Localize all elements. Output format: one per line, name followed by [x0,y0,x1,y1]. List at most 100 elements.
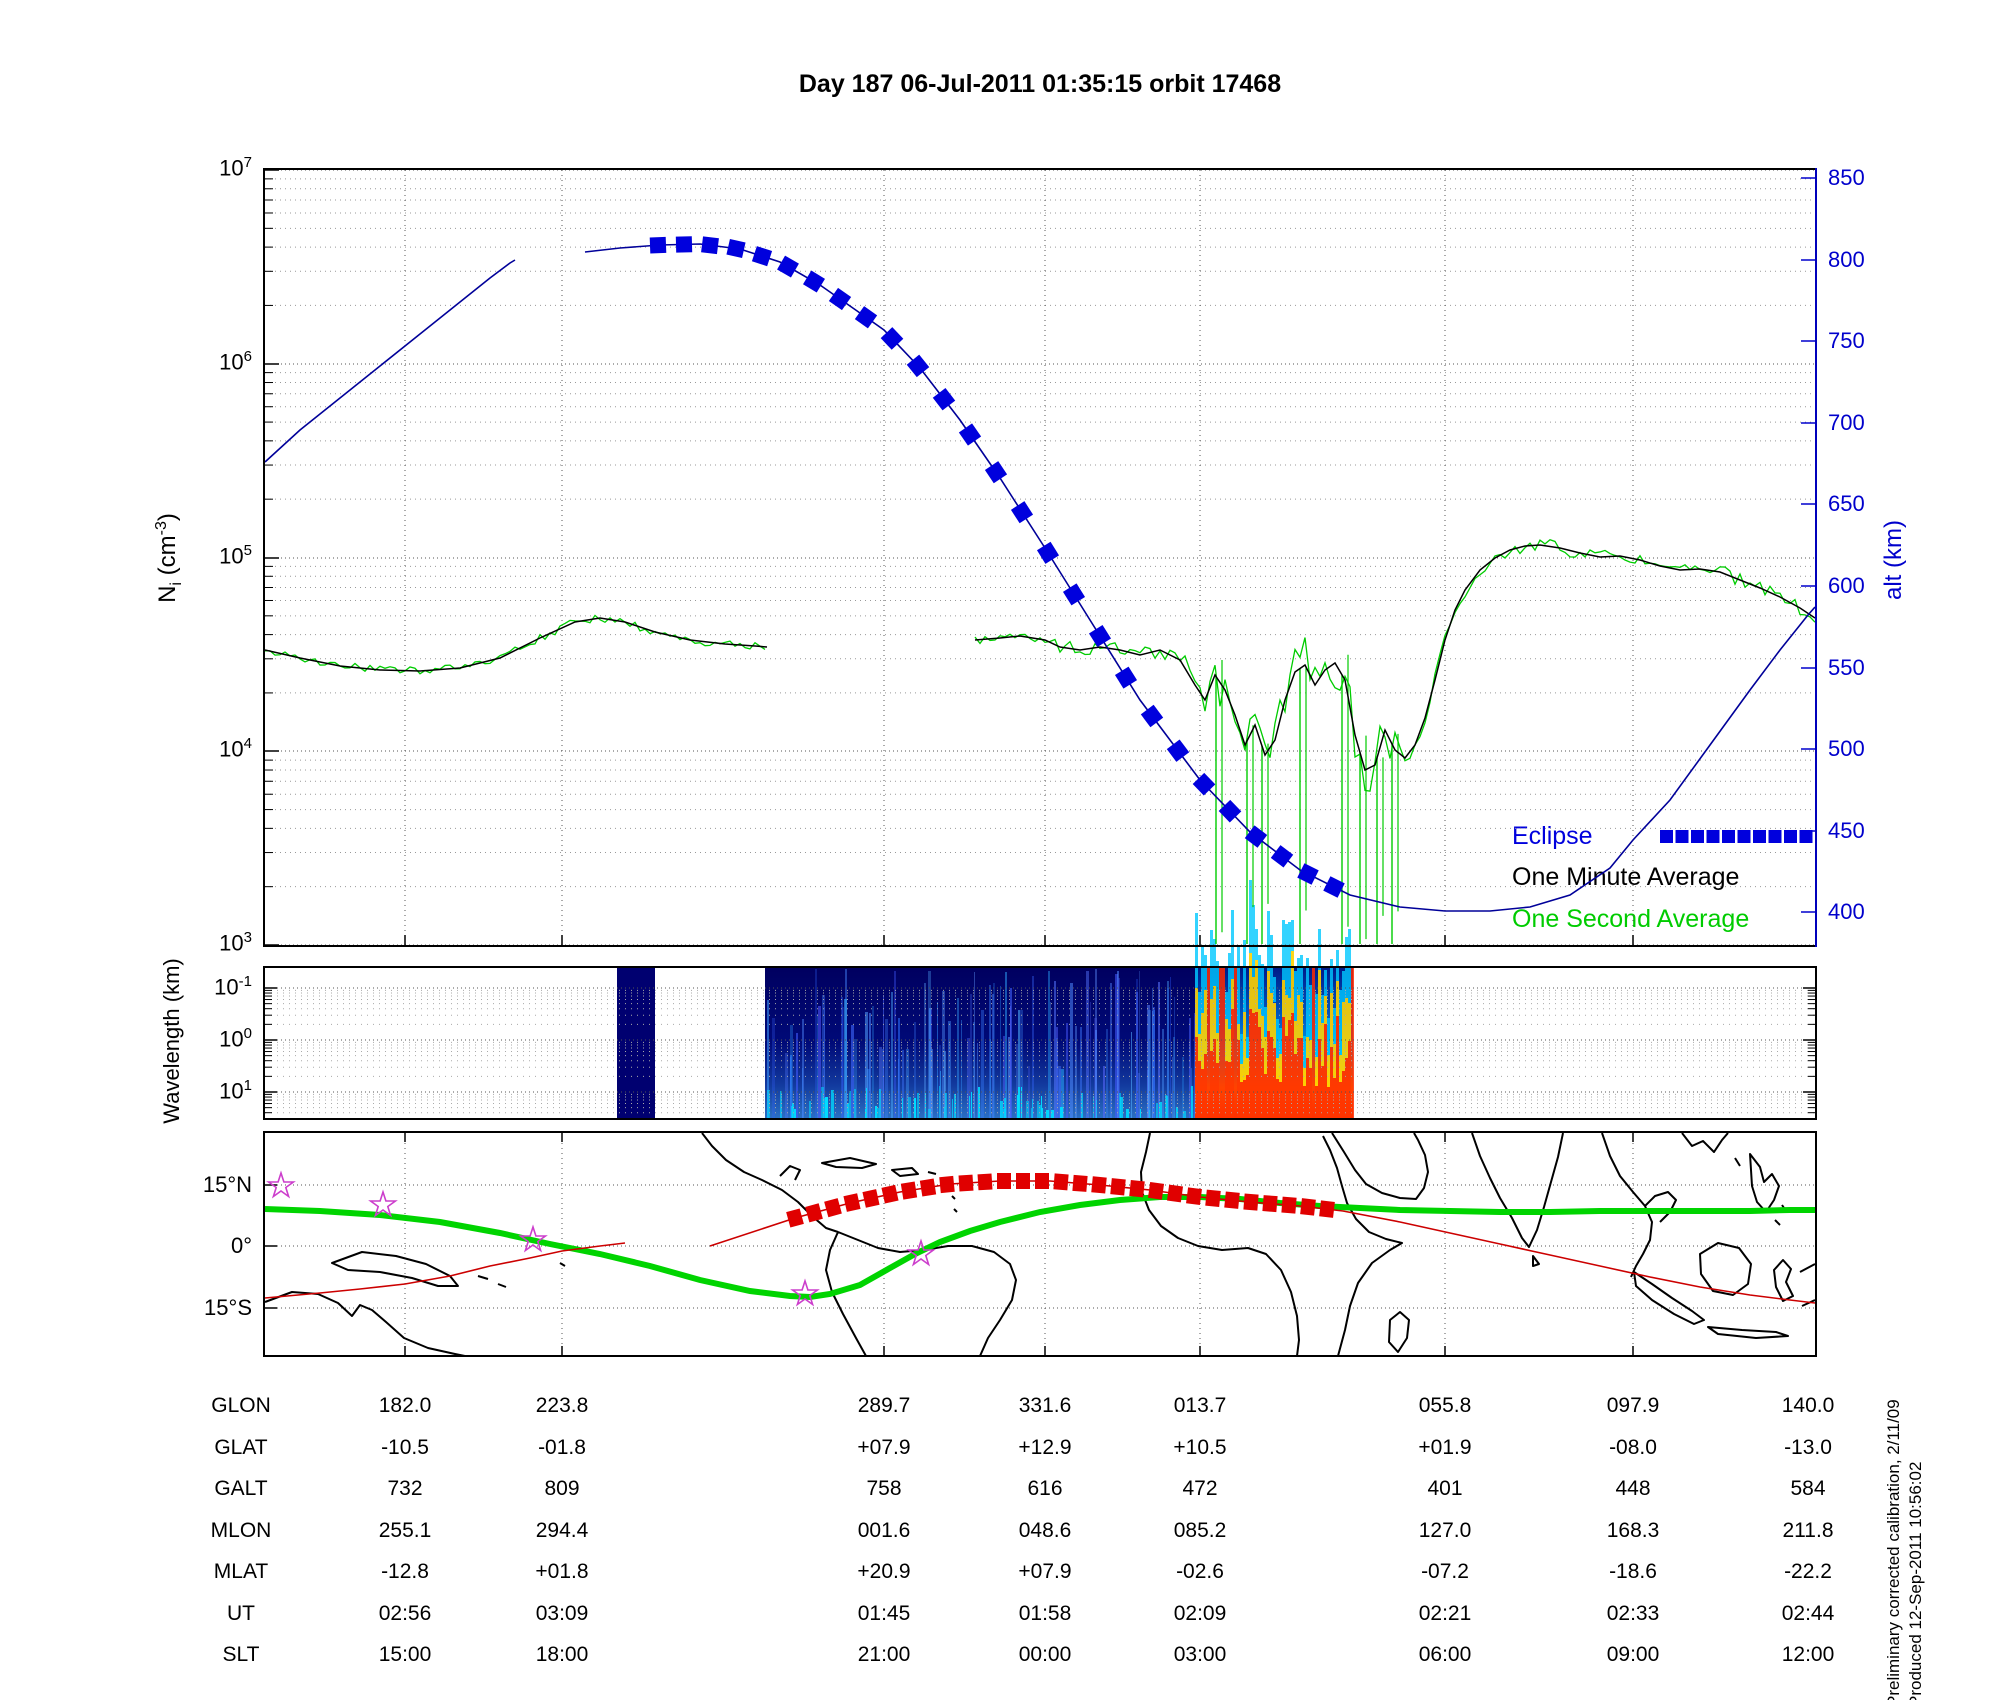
table-cell-ut-3: 01:58 [1018,1602,1072,1625]
table-cell-glat-1: -01.8 [538,1436,586,1459]
table-cell-glat-3: +12.9 [1018,1436,1072,1459]
table-cell-ut-7: 02:44 [1781,1602,1835,1625]
table-cell-ut-4: 02:09 [1173,1602,1227,1625]
table-cell-glon-6: 097.9 [1606,1394,1660,1417]
eclipse-markers [649,236,1345,898]
table-cell-mlat-6: -18.6 [1609,1560,1657,1583]
coastlines [265,1133,1815,1355]
table-row-label: SLT [222,1643,260,1666]
table-cell-slt-4: 03:00 [1173,1643,1227,1666]
alt-tick-label: 650 [1828,491,1865,516]
table-cell-slt-3: 00:00 [1018,1643,1072,1666]
ground-station-star [906,1238,936,1267]
table-row-label: MLON [210,1519,272,1542]
page-title: Day 187 06-Jul-2011 01:35:15 orbit 17468 [798,70,1282,98]
table-cell-glat-6: -08.0 [1609,1436,1657,1459]
table-cell-glat-7: -13.0 [1784,1436,1832,1459]
alt-tick-label: 450 [1828,818,1865,843]
density-tick-label: 105 [219,542,252,569]
table-cell-glon-5: 055.8 [1418,1394,1472,1417]
legend-one-second-label: One Second Average [1512,905,1750,933]
density-panel [263,168,1817,947]
table-cell-mlat-3: +07.9 [1018,1560,1072,1583]
table-cell-mlat-0: -12.8 [381,1560,429,1583]
table-row-label: GLON [211,1394,271,1417]
table-cell-mlon-1: 294.4 [535,1519,589,1542]
alt-tick-label: 750 [1828,328,1865,353]
ground-station-star [790,1278,820,1307]
table-cell-slt-1: 18:00 [535,1643,589,1666]
alt-tick-label: 600 [1828,573,1865,598]
table-cell-glon-0: 182.0 [378,1394,432,1417]
density-tick-label: 104 [219,735,252,762]
table-cell-galt-0: 732 [387,1477,423,1500]
table-cell-galt-4: 472 [1182,1477,1218,1500]
table-cell-ut-0: 02:56 [378,1602,432,1625]
alt-tick-label: 850 [1828,165,1865,190]
table-cell-ut-2: 01:45 [857,1602,911,1625]
legend-eclipse-swatch [1660,830,1813,843]
table-cell-galt-5: 401 [1427,1477,1463,1500]
table-cell-ut-5: 02:21 [1418,1602,1472,1625]
density-grid [265,169,1815,946]
table-cell-glon-3: 331.6 [1018,1394,1072,1417]
altitude-axis-line [1815,168,1817,947]
ground-station-star [266,1170,296,1199]
table-cell-slt-5: 06:00 [1418,1643,1472,1666]
map-panel [263,1131,1817,1357]
table-cell-glon-1: 223.8 [535,1394,589,1417]
table-cell-galt-7: 584 [1790,1477,1826,1500]
table-cell-mlon-2: 001.6 [857,1519,911,1542]
table-row-label: GALT [214,1477,268,1500]
table-row-label: UT [227,1602,255,1625]
table-cell-slt-6: 09:00 [1606,1643,1660,1666]
table-cell-slt-7: 12:00 [1781,1643,1835,1666]
ground-station-star [368,1189,398,1218]
density-tick-label: 103 [219,929,252,956]
table-cell-galt-1: 809 [544,1477,580,1500]
table-row-label: GLAT [214,1436,268,1459]
table-cell-ut-6: 02:33 [1606,1602,1660,1625]
table-cell-glon-7: 140.0 [1781,1394,1835,1417]
wavelength-tick-label: 10-1 [214,973,252,1000]
table-cell-mlon-5: 127.0 [1418,1519,1472,1542]
table-cell-mlon-7: 211.8 [1782,1519,1834,1542]
table-cell-glat-4: +10.5 [1173,1436,1227,1459]
table-cell-mlon-3: 048.6 [1018,1519,1072,1542]
table-cell-mlon-4: 085.2 [1173,1519,1227,1542]
table-cell-ut-1: 03:09 [535,1602,589,1625]
wavelength-panel [263,966,1817,1120]
map-tick-label: 0° [230,1233,252,1258]
table-cell-slt-2: 21:00 [857,1643,911,1666]
table-cell-mlon-6: 168.3 [1606,1519,1660,1542]
table-cell-mlat-7: -22.2 [1784,1560,1832,1583]
table-cell-mlat-4: -02.6 [1176,1560,1224,1583]
table-cell-mlat-1: +01.8 [535,1560,589,1583]
density-tick-label: 107 [219,154,252,181]
table-cell-galt-3: 616 [1027,1477,1063,1500]
table-cell-galt-2: 758 [866,1477,902,1500]
density-tick-label: 106 [219,348,252,375]
wavelength-grid [265,987,1815,1114]
alt-tick-label: 500 [1828,736,1865,761]
alt-tick-label: 550 [1828,655,1865,680]
ground-track-pass1 [265,1242,626,1299]
table-cell-mlon-0: 255.1 [378,1519,432,1542]
map-tick-label: 15°S [204,1295,252,1320]
ground-station-star [518,1224,548,1253]
magnetic-equator-line [265,1194,1815,1301]
table-cell-glat-5: +01.9 [1418,1436,1472,1459]
map-content [265,1133,1815,1355]
alt-tick-label: 400 [1828,899,1865,924]
wavelength-tick-label: 101 [219,1077,252,1104]
table-cell-mlat-2: +20.9 [857,1560,911,1583]
wavelength-tick-label: 100 [219,1025,252,1052]
map-tick-label: 15°N [202,1172,252,1197]
table-cell-glat-0: -10.5 [381,1436,429,1459]
table-cell-glon-2: 289.7 [857,1394,911,1417]
legend-eclipse-label: Eclipse [1512,822,1593,850]
table-cell-glon-4: 013.7 [1173,1394,1227,1417]
table-cell-galt-6: 448 [1615,1477,1651,1500]
table-cell-mlat-5: -07.2 [1421,1560,1469,1583]
